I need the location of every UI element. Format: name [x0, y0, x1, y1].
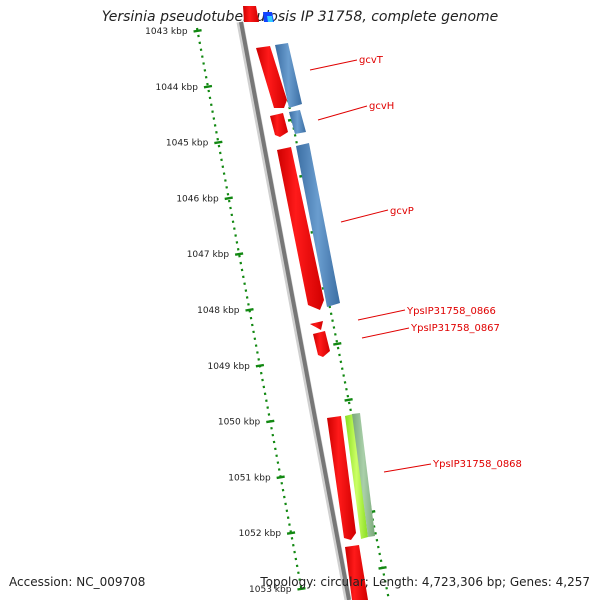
gene-gcvT[interactable]: [256, 43, 358, 108]
gene-gcvP[interactable]: [277, 143, 389, 310]
bottom-red-fragment: [345, 545, 368, 600]
gcvP-blue-block: [296, 143, 340, 307]
gene-gcvH[interactable]: [270, 105, 368, 137]
gcvH-leader: [317, 105, 368, 121]
outer-major-tick: [378, 566, 387, 570]
gene-label-gcvP[interactable]: gcvP: [390, 206, 414, 217]
tick-label: 1048 kbp: [197, 306, 240, 316]
0868-green-block: [345, 414, 368, 539]
0868-grey-green-block: [352, 413, 375, 537]
bottom-feature: [345, 545, 368, 600]
gene-label-YpsIP31758-0868[interactable]: YpsIP31758_0868: [432, 459, 522, 470]
gene-label-YpsIP31758-0867[interactable]: YpsIP31758_0867: [410, 323, 500, 334]
map-title: Yersinia pseudotuberculosis IP 31758, co…: [101, 9, 499, 25]
inner-major-tick: [203, 84, 213, 89]
tick-label: 1045 kbp: [166, 139, 209, 149]
outer-major-tick: [333, 342, 342, 346]
genome-stats-label: Topology: circular; Length: 4,723,306 bp…: [260, 575, 590, 589]
scale-tick-labels: 1043 kbp 1044 kbp 1045 kbp 1046 kbp 1047 kbp…: [145, 27, 292, 595]
tick-label: 1043 kbp: [145, 27, 188, 37]
gcvH-blue-block: [289, 110, 306, 134]
gene-YpsIP31758-0868[interactable]: [327, 413, 432, 540]
inner-major-tick: [224, 196, 233, 201]
top-red-fragment: [243, 6, 259, 22]
inner-major-tick: [245, 308, 254, 312]
inner-major-tick: [255, 363, 265, 368]
gcvT-red-arrow: [256, 46, 287, 108]
gene-label-gcvH[interactable]: gcvH: [369, 101, 394, 112]
tick-label: 1047 kbp: [187, 250, 230, 260]
gcvH-red-arrow: [270, 113, 288, 137]
tick-label: 1044 kbp: [156, 83, 199, 93]
tick-label: 1051 kbp: [228, 473, 271, 483]
0867-leader: [361, 327, 410, 339]
inner-major-tick: [193, 29, 202, 33]
backbone-line: [239, 21, 351, 600]
0868-red-arrow: [327, 416, 356, 540]
inner-major-tick: [214, 140, 223, 145]
0866-red-arrow: [310, 321, 323, 330]
inner-major-tick: [234, 252, 244, 256]
gcvT-blue-block: [275, 43, 302, 108]
gcvP-leader: [340, 209, 389, 223]
inner-major-tick: [276, 475, 285, 480]
outer-major-tick: [344, 398, 353, 402]
0868-leader: [383, 463, 432, 473]
inner-major-tick: [286, 531, 296, 535]
tick-label: 1049 kbp: [207, 362, 250, 372]
inner-major-tick: [297, 587, 306, 591]
tick-label: 1052 kbp: [239, 529, 282, 539]
0867-red-arrow: [313, 331, 330, 357]
gene-label-YpsIP31758-0866[interactable]: YpsIP31758_0866: [406, 306, 496, 317]
tick-label: 1046 kbp: [176, 194, 219, 204]
top-cyan-fragment: [267, 16, 273, 22]
tick-label: 1050 kbp: [218, 418, 261, 428]
gcvT-leader: [309, 59, 358, 71]
gene-YpsIP31758-0867[interactable]: [313, 327, 410, 357]
accession-label: Accession: NC_009708: [9, 575, 146, 589]
gene-label-gcvT[interactable]: gcvT: [359, 55, 384, 66]
tick-label: 1053 kbp: [249, 585, 292, 595]
inner-major-tick: [266, 419, 275, 424]
gcvP-red-arrow: [277, 147, 324, 310]
gene-YpsIP31758-0866[interactable]: [310, 309, 406, 330]
0866-leader: [357, 309, 406, 321]
top-feature: [243, 6, 274, 22]
genome-backbone: [236, 21, 352, 600]
